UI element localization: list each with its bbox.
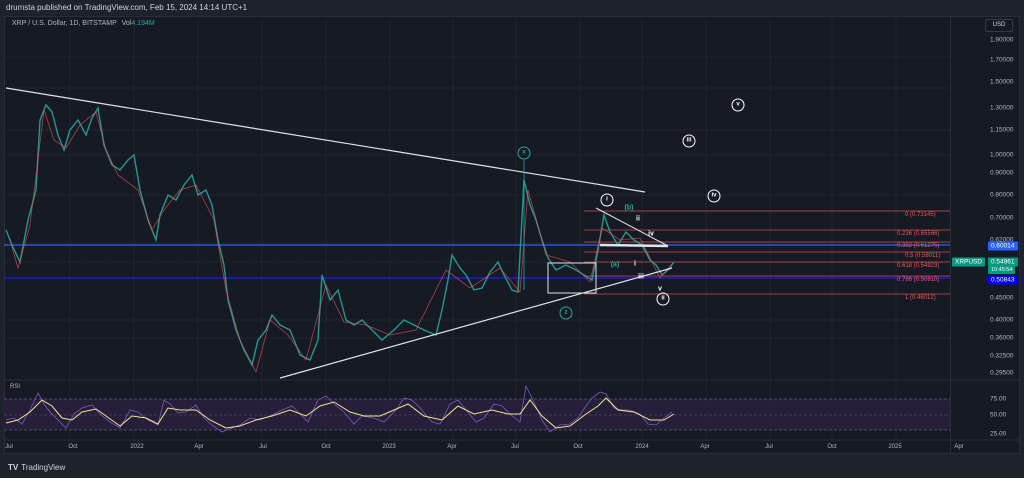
- time-tick: Apr: [700, 444, 710, 450]
- time-tick: 2022: [130, 444, 144, 450]
- wave-label-small-iv: iv: [648, 230, 654, 238]
- price-tick: 1.30000: [990, 104, 1014, 112]
- tradingview-logo[interactable]: TV TradingView: [8, 463, 65, 472]
- time-tick: Jul: [511, 444, 519, 450]
- price-tick: 0.80000: [990, 191, 1014, 199]
- price-tick: 1.50000: [990, 78, 1014, 86]
- chart-pane[interactable]: [4, 16, 1020, 454]
- wave-label-small-ii: ii: [636, 215, 640, 223]
- wave-label-iii: iii: [682, 134, 696, 148]
- time-tick: Oct: [68, 444, 78, 450]
- published-header: drumsta published on TradingView.com, Fe…: [0, 0, 1024, 16]
- price-tick: 0.40000: [990, 316, 1014, 324]
- symbol-info: XRP / U.S. Dollar, 1D, BITSTAMP: [12, 20, 117, 27]
- price-axis[interactable]: [950, 16, 1020, 454]
- price-tick: 0.45000: [990, 294, 1014, 302]
- fib-level-label: 0 (0.73145): [905, 212, 936, 218]
- price-tick: 0.62000: [990, 236, 1014, 244]
- fib-level-label: 1 (0.46012): [905, 295, 936, 301]
- wave-label-z: z: [559, 306, 573, 320]
- time-tick: Apr: [447, 444, 457, 450]
- price-tick: 1.70000: [990, 56, 1014, 64]
- time-tick: Jul: [765, 444, 773, 450]
- fib-level-label: 0.382 (0.61275): [897, 243, 940, 249]
- price-tick: 0.32500: [990, 352, 1014, 360]
- wave-label-v: v: [731, 98, 745, 112]
- currency-button[interactable]: USD: [985, 19, 1013, 32]
- wave-label-i: i: [600, 193, 614, 207]
- brand-name: TradingView: [21, 463, 66, 472]
- time-tick: Apr: [194, 444, 204, 450]
- price-tick: 1.15000: [990, 126, 1014, 134]
- wave-label-b: (b): [624, 204, 634, 212]
- fib-level-label: 0.5 (0.58011): [905, 253, 941, 259]
- time-tick: Oct: [573, 444, 583, 450]
- volume-label: Vol: [121, 20, 132, 27]
- time-tick: 2025: [888, 444, 902, 450]
- wave-label-x: x: [517, 146, 531, 160]
- line-price-tag: 0.60014: [988, 241, 1018, 251]
- time-tick: 2023: [382, 444, 396, 450]
- wave-label-small-v: v: [658, 285, 662, 293]
- time-tick: Apr: [954, 444, 964, 450]
- price-tick: 0.90000: [990, 169, 1014, 177]
- fib-level-label: 0.236 (0.65566): [897, 231, 940, 237]
- time-tick: Jul: [259, 444, 267, 450]
- price-tick: 0.70000: [990, 214, 1014, 222]
- time-tick: Oct: [827, 444, 837, 450]
- wave-label-a: (a): [610, 261, 620, 269]
- wave-label-small-i: i: [634, 260, 636, 268]
- time-tick: Oct: [321, 444, 331, 450]
- wave-label-iv: iv: [707, 189, 721, 203]
- wave-label-small-iii: iii: [638, 273, 644, 281]
- symbol-tag: XRPUSD: [952, 257, 986, 267]
- time-tick: 2024: [635, 444, 649, 450]
- rsi-level: 50.00: [990, 411, 1007, 419]
- fib-level-label: 0.618 (0.54923): [897, 263, 940, 269]
- price-tick: 0.36000: [990, 334, 1014, 342]
- current-price-tag: 0.54961: [988, 257, 1018, 267]
- wave-label-ii: ii: [656, 292, 670, 306]
- tv-logo-icon: TV: [8, 463, 19, 472]
- price-tick: 1.00000: [990, 151, 1014, 159]
- rsi-level: 25.00: [990, 430, 1007, 438]
- bar-countdown: 10:45:54: [988, 266, 1016, 274]
- time-tick: Jul: [5, 444, 13, 450]
- price-tick: 1.90000: [990, 36, 1014, 44]
- symbol-legend[interactable]: XRP / U.S. Dollar, 1D, BITSTAMP Vol4.194…: [12, 20, 155, 27]
- line-price-tag: 0.50843: [988, 275, 1018, 285]
- rsi-level: 75.00: [990, 395, 1007, 403]
- price-tick: 0.29500: [990, 369, 1014, 377]
- volume-value: 4.194M: [131, 20, 155, 27]
- fib-level-label: 0.786 (0.50810): [897, 277, 940, 283]
- rsi-title[interactable]: RSI: [10, 384, 21, 390]
